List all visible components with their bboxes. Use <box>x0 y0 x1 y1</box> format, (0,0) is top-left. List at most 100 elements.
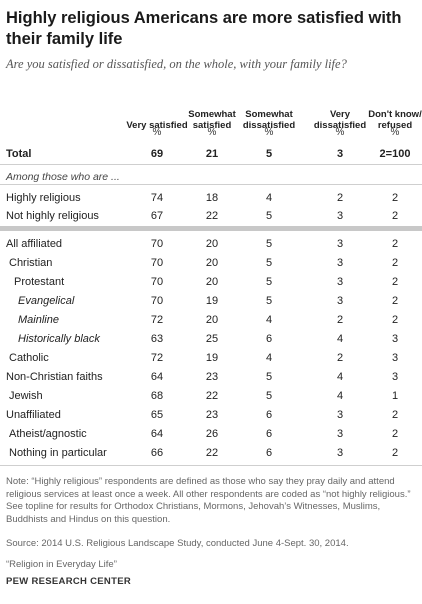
table-cell: 3 <box>336 447 344 459</box>
table-cell: 4 <box>336 371 344 383</box>
table-cell: 68 <box>150 390 164 402</box>
table-cell: 3 <box>336 276 344 288</box>
table-cell: 70 <box>150 276 164 288</box>
column-header-somewhat-satisfied: Somewhat satisfied <box>188 109 236 131</box>
unit-label: % <box>264 127 274 138</box>
column-header-very-dissatisfied: Very dissatisfied <box>313 109 367 131</box>
table-cell: 2 <box>336 352 344 364</box>
table-cell: 4 <box>336 333 344 345</box>
table-cell: 5 <box>265 257 273 269</box>
table-cell: 2 <box>391 409 399 421</box>
table-cell: 3 <box>336 238 344 250</box>
table-cell: 6 <box>265 447 273 459</box>
table-cell: 20 <box>205 238 219 250</box>
table-cell: 4 <box>265 192 273 204</box>
table-cell: 3 <box>391 333 399 345</box>
table-cell: 6 <box>265 428 273 440</box>
row-label: Non-Christian faiths <box>6 371 103 383</box>
table-cell: 20 <box>205 314 219 326</box>
source-line: Source: 2014 U.S. Religious Landscape St… <box>6 538 349 549</box>
table-cell: 2 <box>336 314 344 326</box>
table-cell: 70 <box>150 257 164 269</box>
table-cell: 70 <box>150 295 164 307</box>
table-cell: 67 <box>150 210 164 222</box>
column-header-very-satisfied: Very satisfied <box>126 120 188 131</box>
row-label: Christian <box>9 257 53 269</box>
table-row-protestant: Protestant 70 20 5 3 2 <box>0 273 422 292</box>
table-row-highly-religious: Highly religious 74 18 4 2 2 <box>0 189 422 208</box>
table-cell: 64 <box>150 371 164 383</box>
row-label: Not highly religious <box>6 210 99 222</box>
table-cell: 4 <box>265 352 273 364</box>
footnote: Note: “Highly religious” respondents are… <box>6 476 411 525</box>
brand-logo-text: PEW RESEARCH CENTER <box>6 576 131 587</box>
row-label: Jewish <box>9 390 43 402</box>
table-cell: 65 <box>150 409 164 421</box>
table-cell: 4 <box>336 390 344 402</box>
table-cell: 18 <box>205 192 219 204</box>
table-cell: 26 <box>205 428 219 440</box>
table-row-jewish: Jewish 68 22 5 4 1 <box>0 387 422 406</box>
table-cell: 2 <box>391 428 399 440</box>
table-cell: 22 <box>205 447 219 459</box>
table-cell: 5 <box>265 276 273 288</box>
table-rule <box>0 164 422 165</box>
chart-subtitle: Are you satisfied or dissatisfied, on th… <box>6 57 347 71</box>
table-row-atheist-agnostic: Atheist/agnostic 64 26 6 3 2 <box>0 425 422 444</box>
table-cell: 23 <box>205 371 219 383</box>
section-label: Among those who are ... <box>6 171 120 183</box>
table-cell: 3 <box>391 352 399 364</box>
report-title: “Religion in Everyday Life” <box>6 559 117 570</box>
table-cell: 25 <box>205 333 219 345</box>
table-row-catholic: Catholic 72 19 4 2 3 <box>0 349 422 368</box>
unit-label: % <box>207 127 217 138</box>
table-cell: 3 <box>336 148 344 160</box>
table-cell: 2=100 <box>379 148 411 160</box>
table-rule <box>0 465 422 466</box>
unit-label: % <box>335 127 345 138</box>
table-cell: 20 <box>205 257 219 269</box>
table-cell: 2 <box>391 192 399 204</box>
table-cell: 2 <box>391 447 399 459</box>
chart-title: Highly religious Americans are more sati… <box>6 9 402 48</box>
table-cell: 2 <box>391 295 399 307</box>
row-label: Mainline <box>18 314 59 326</box>
unit-label: % <box>152 127 162 138</box>
row-label: Catholic <box>9 352 49 364</box>
table-rule <box>0 184 422 185</box>
table-cell: 70 <box>150 238 164 250</box>
table-cell: 3 <box>336 295 344 307</box>
table-cell: 2 <box>391 314 399 326</box>
table-cell: 3 <box>391 371 399 383</box>
table-cell: 2 <box>391 257 399 269</box>
unit-label: % <box>390 127 400 138</box>
table-cell: 3 <box>336 409 344 421</box>
table-cell: 5 <box>265 295 273 307</box>
column-header-don-t-know-refused: Don't know/ refused <box>368 109 422 131</box>
table-row-historically-black: Historically black 63 25 6 4 3 <box>0 330 422 349</box>
table-cell: 21 <box>205 148 219 160</box>
table-cell: 22 <box>205 390 219 402</box>
row-label: Evangelical <box>18 295 75 307</box>
row-label: Atheist/agnostic <box>9 428 87 440</box>
table-row-mainline: Mainline 72 20 4 2 2 <box>0 311 422 330</box>
table-cell: 5 <box>265 390 273 402</box>
table-row-nothing-in-particular: Nothing in particular 66 22 6 3 2 <box>0 444 422 463</box>
table-cell: 5 <box>265 148 273 160</box>
table-row-evangelical: Evangelical 70 19 5 3 2 <box>0 292 422 311</box>
table-cell: 63 <box>150 333 164 345</box>
table-cell: 19 <box>205 295 219 307</box>
row-label: Total <box>6 148 32 160</box>
table-row-not-highly-religious: Not highly religious 67 22 5 3 2 <box>0 207 422 226</box>
row-label: All affiliated <box>6 238 63 250</box>
table-cell: 3 <box>336 257 344 269</box>
table-cell: 74 <box>150 192 164 204</box>
table-cell: 20 <box>205 276 219 288</box>
table-cell: 1 <box>391 390 399 402</box>
table-cell: 72 <box>150 352 164 364</box>
table-row-non-christian-faiths: Non-Christian faiths 64 23 5 4 3 <box>0 368 422 387</box>
table-cell: 2 <box>336 192 344 204</box>
table-cell: 6 <box>265 333 273 345</box>
table-cell: 5 <box>265 371 273 383</box>
table-row-christian: Christian 70 20 5 3 2 <box>0 254 422 273</box>
